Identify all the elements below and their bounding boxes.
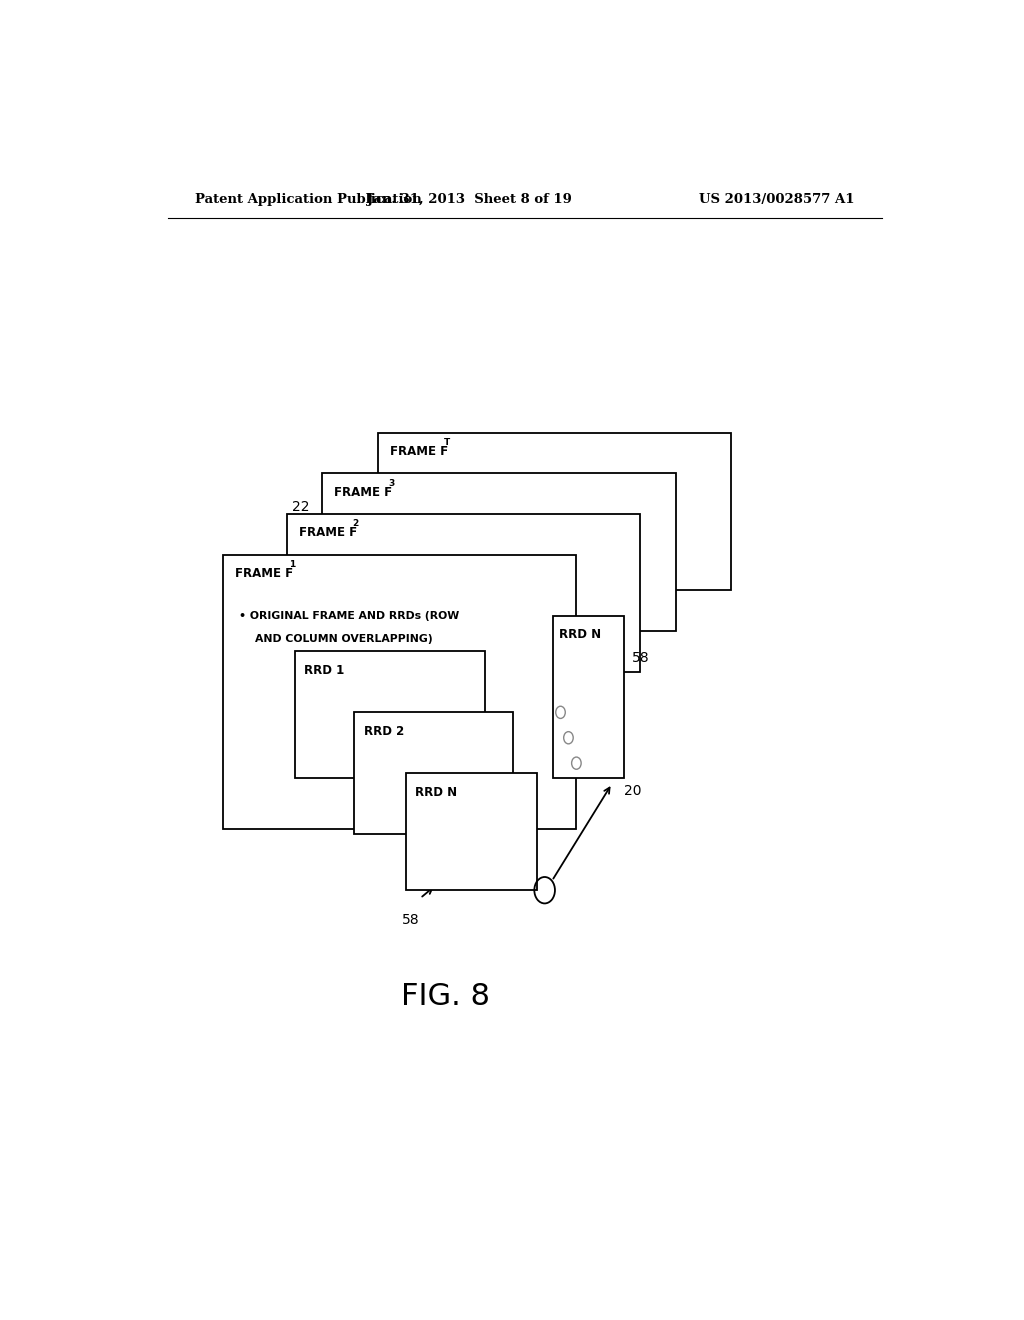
Bar	[553, 615, 624, 779]
Bar	[223, 554, 577, 829]
Text: Patent Application Publication: Patent Application Publication	[196, 193, 422, 206]
Text: 2: 2	[352, 519, 358, 528]
Text: RRD 1: RRD 1	[501, 619, 531, 628]
Text: 58: 58	[632, 651, 649, 665]
Text: RRD 1: RRD 1	[304, 664, 344, 677]
Text: FRAME F: FRAME F	[236, 568, 293, 579]
Bar	[287, 513, 640, 672]
Bar	[354, 713, 513, 834]
Bar	[295, 651, 485, 779]
Text: FRAME F: FRAME F	[334, 486, 392, 499]
Text: 22: 22	[292, 500, 309, 515]
Text: T: T	[443, 438, 451, 447]
Text: FRAME F: FRAME F	[299, 527, 356, 540]
Text: 20: 20	[624, 784, 641, 797]
Text: 1: 1	[289, 560, 295, 569]
Text: AND COLUMN OVERLAPPING): AND COLUMN OVERLAPPING)	[255, 634, 432, 644]
Text: Jan. 31, 2013  Sheet 8 of 19: Jan. 31, 2013 Sheet 8 of 19	[367, 193, 571, 206]
Text: • ORIGINAL FRAME AND RRDs (ROW: • ORIGINAL FRAME AND RRDs (ROW	[239, 611, 460, 620]
Text: US 2013/0028577 A1: US 2013/0028577 A1	[698, 193, 854, 206]
Text: RRD N: RRD N	[416, 785, 458, 799]
Bar	[406, 774, 537, 890]
Text: RRD 2: RRD 2	[364, 725, 403, 738]
Bar	[323, 474, 676, 631]
Bar	[378, 433, 731, 590]
Text: 58: 58	[401, 912, 420, 927]
Text: RRD N: RRD N	[559, 628, 601, 642]
Text: FRAME F: FRAME F	[390, 445, 449, 458]
Text: 3: 3	[388, 479, 394, 487]
Text: FIG. 8: FIG. 8	[401, 982, 489, 1011]
